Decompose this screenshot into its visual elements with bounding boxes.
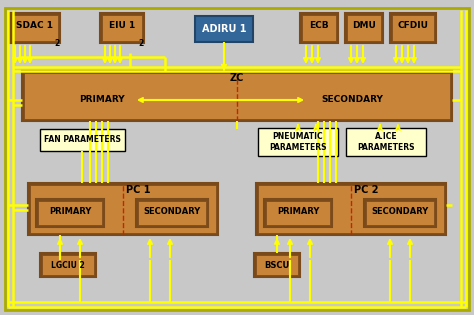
Text: SECONDARY: SECONDARY — [371, 207, 428, 215]
Bar — [136, 199, 208, 227]
Text: 2: 2 — [138, 38, 144, 48]
Text: SDAC 1: SDAC 1 — [17, 21, 54, 31]
Bar — [366, 201, 434, 225]
Text: SECONDARY: SECONDARY — [321, 95, 383, 105]
Text: FAN PARAMETERS: FAN PARAMETERS — [44, 135, 120, 145]
Bar — [302, 15, 336, 41]
Text: LGCIU 2: LGCIU 2 — [51, 261, 85, 270]
Bar — [24, 73, 450, 119]
Bar — [102, 15, 142, 41]
Bar — [22, 71, 452, 121]
Text: PC 2: PC 2 — [354, 185, 378, 195]
Text: ECB: ECB — [309, 21, 329, 31]
Bar — [40, 253, 96, 277]
Bar — [264, 199, 332, 227]
Text: SECONDARY: SECONDARY — [143, 207, 201, 215]
Text: PRIMARY: PRIMARY — [79, 95, 125, 105]
Bar — [254, 253, 300, 277]
Bar — [347, 15, 381, 41]
Text: ZC: ZC — [230, 73, 244, 83]
Bar — [364, 199, 436, 227]
Text: PRIMARY: PRIMARY — [277, 207, 319, 215]
Text: BSCU: BSCU — [264, 261, 290, 270]
Text: 2: 2 — [55, 38, 60, 48]
Bar — [258, 185, 444, 233]
Text: CFDIU: CFDIU — [398, 21, 428, 31]
Bar — [390, 13, 436, 43]
Text: PRIMARY: PRIMARY — [49, 207, 91, 215]
Bar — [392, 15, 434, 41]
Bar — [36, 199, 104, 227]
Bar — [38, 201, 102, 225]
Text: DMU: DMU — [352, 21, 376, 31]
Bar — [138, 201, 206, 225]
Bar — [40, 129, 125, 151]
Text: PC 1: PC 1 — [126, 185, 150, 195]
Bar — [256, 183, 446, 235]
Bar — [300, 13, 338, 43]
Bar — [100, 13, 144, 43]
Bar — [345, 13, 383, 43]
Bar — [258, 128, 338, 156]
Bar — [42, 255, 94, 275]
Bar — [346, 128, 426, 156]
Bar — [10, 13, 60, 43]
Bar — [28, 183, 218, 235]
Bar — [266, 201, 330, 225]
Text: PNEUMATIC
PARAMETERS: PNEUMATIC PARAMETERS — [269, 132, 327, 152]
Text: ADIRU 1: ADIRU 1 — [202, 24, 246, 34]
Text: EIU 1: EIU 1 — [109, 21, 135, 31]
Bar — [195, 16, 253, 42]
Bar — [256, 255, 298, 275]
Bar — [12, 15, 58, 41]
Bar — [30, 185, 216, 233]
Text: A.ICE
PARAMETERS: A.ICE PARAMETERS — [357, 132, 415, 152]
